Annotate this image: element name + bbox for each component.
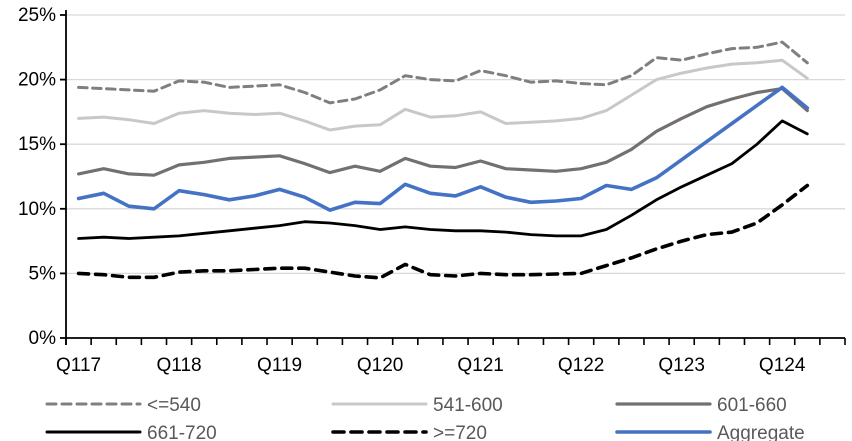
x-axis-label-Q117: Q117: [56, 355, 101, 376]
y-axis-label-15%: 15%: [18, 134, 56, 155]
series-line-540: [77, 40, 809, 105]
y-axis-label-20%: 20%: [18, 70, 56, 91]
legend-label-720: >=720: [433, 423, 487, 441]
x-axis-label-Q124: Q124: [759, 355, 806, 376]
legend-label-601660: 601-660: [717, 395, 787, 416]
legend-item-661720: 661-720: [45, 423, 217, 441]
legend-label-541600: 541-600: [433, 395, 503, 416]
y-axis-label-0%: 0%: [29, 328, 57, 349]
x-axis-label-Q119: Q119: [257, 355, 302, 376]
x-axis-label-Q118: Q118: [157, 355, 202, 376]
series-line-541600: [77, 58, 809, 132]
y-axis-label-5%: 5%: [29, 263, 57, 284]
y-axis-label-10%: 10%: [18, 199, 56, 220]
legend-item-aggregate: Aggregate: [615, 423, 805, 441]
series-line-661720: [77, 119, 809, 240]
legend-item-540: <=540: [45, 395, 201, 416]
series-line-aggregate: [76, 85, 810, 212]
x-axis-label-Q120: Q120: [357, 355, 403, 376]
series-line-601660: [76, 86, 809, 177]
x-axis-label-Q121: Q121: [457, 355, 503, 376]
legend-label-661720: 661-720: [147, 423, 217, 441]
legend-item-541600: 541-600: [331, 395, 503, 416]
legend-label-aggregate: Aggregate: [717, 423, 805, 441]
y-axis: 0% 5% 10% 15% 20% 25%: [18, 5, 66, 349]
legend-label-540: <=540: [147, 395, 201, 416]
x-axis: Q117 Q118 Q119 Q120 Q121 Q122 Q123 Q124: [56, 338, 846, 376]
legend-item-720: >=720: [331, 423, 487, 441]
y-axis-label-25%: 25%: [18, 5, 56, 26]
x-axis-label-Q122: Q122: [558, 355, 604, 376]
legend-item-601660: 601-660: [615, 395, 787, 416]
gridlines: [66, 14, 845, 275]
x-axis-label-Q123: Q123: [658, 355, 704, 376]
series-lines: [76, 40, 810, 280]
legend: <=540 541-600 601-660 661-720 >=720 Aggregate: [45, 395, 805, 441]
series-line-720: [76, 183, 810, 280]
